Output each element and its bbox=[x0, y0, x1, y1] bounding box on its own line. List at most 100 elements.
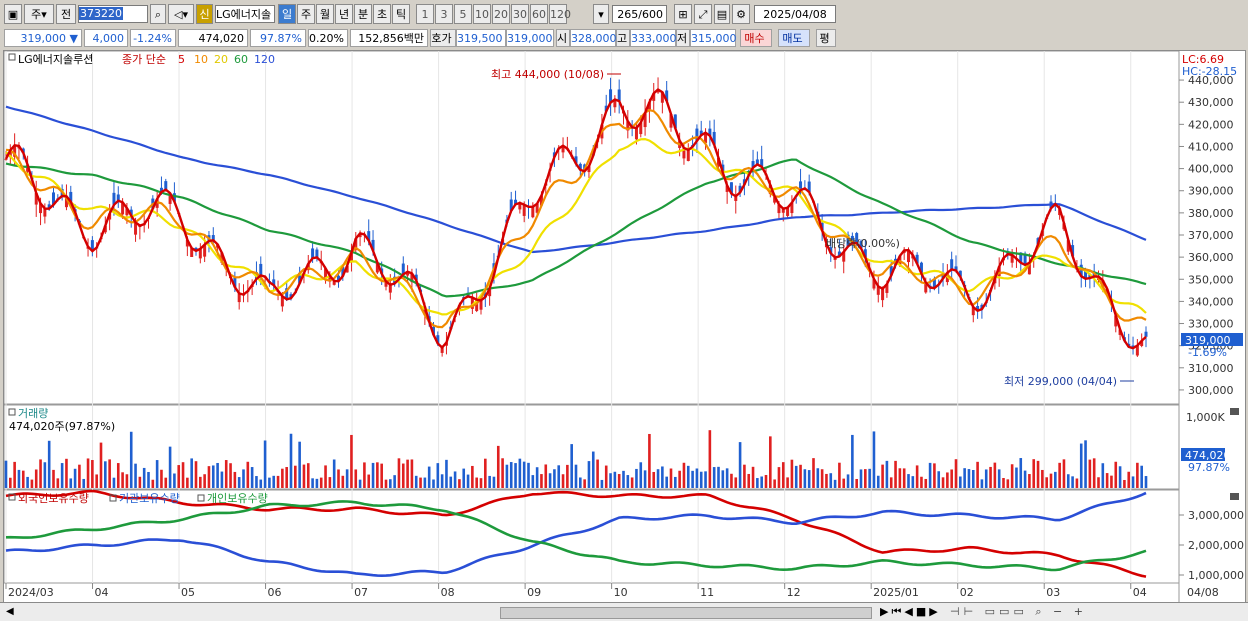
candle-body bbox=[855, 233, 859, 244]
candle-body bbox=[237, 293, 241, 303]
scroll-thumb[interactable] bbox=[500, 607, 872, 619]
volume-bar bbox=[380, 463, 383, 488]
volume-bar bbox=[959, 476, 962, 488]
ma-lines bbox=[4, 88, 1147, 350]
search-icon[interactable]: ⌕ bbox=[150, 4, 166, 24]
interval-tab-30[interactable]: 30 bbox=[511, 4, 529, 24]
x-tick-label: 07 bbox=[354, 586, 368, 599]
volume-bar bbox=[440, 474, 444, 488]
candle-body bbox=[665, 90, 669, 101]
period-tab-1[interactable]: 주 bbox=[297, 4, 315, 24]
speaker-icon[interactable]: ◁▾ bbox=[168, 4, 194, 24]
buy-button[interactable]: 매수 bbox=[740, 29, 772, 47]
volume-bar bbox=[669, 468, 673, 488]
gear-icon[interactable]: ⚙ bbox=[732, 4, 750, 24]
chart-menu-icon[interactable]: ▣ bbox=[4, 4, 22, 24]
prev-button[interactable]: 전 bbox=[56, 4, 76, 24]
candle-body bbox=[561, 145, 565, 153]
x-tick-label: 10 bbox=[614, 586, 628, 599]
candle-body bbox=[509, 199, 513, 211]
volume-bar bbox=[626, 475, 630, 488]
candle-body bbox=[522, 204, 526, 216]
stock-name-field[interactable]: LG에너지솔 bbox=[215, 5, 275, 23]
candle-body bbox=[686, 149, 690, 161]
interval-tab-5[interactable]: 5 bbox=[454, 4, 472, 24]
volume-bar bbox=[337, 469, 340, 488]
candle-body bbox=[786, 207, 790, 216]
volume-menu-icon[interactable] bbox=[8, 408, 16, 416]
volume-bar bbox=[993, 462, 997, 488]
candle-body bbox=[1019, 252, 1023, 263]
candle-body bbox=[881, 288, 885, 301]
volume-bar bbox=[65, 458, 68, 488]
volume-bar bbox=[699, 471, 703, 488]
x-tick-label: 06 bbox=[268, 586, 282, 599]
period-tab-2[interactable]: 월 bbox=[316, 4, 334, 24]
period-tab-5[interactable]: 초 bbox=[373, 4, 391, 24]
date-field[interactable]: 2025/04/08 bbox=[754, 5, 836, 23]
draw-icon[interactable]: ⤢ bbox=[694, 4, 712, 24]
sell-button[interactable]: 매도 bbox=[778, 29, 810, 47]
interval-tab-120[interactable]: 120 bbox=[549, 4, 571, 24]
volume-bar bbox=[104, 461, 107, 488]
candle-body bbox=[298, 272, 302, 284]
panel-menu-icon[interactable] bbox=[8, 53, 16, 61]
period-tab-3[interactable]: 년 bbox=[335, 4, 353, 24]
period-select[interactable]: 주▾ bbox=[24, 4, 54, 24]
period-tab-0[interactable]: 일 bbox=[278, 4, 296, 24]
scroll-bar[interactable]: ◀ ▶⏮◀■▶ ⊣⊢ ▭▭▭ ⌕ − + bbox=[0, 602, 1248, 621]
amount-field: 152,856백만 bbox=[350, 29, 428, 47]
candle-body bbox=[406, 271, 410, 276]
holder-y-tick-label: 2,000,000 bbox=[1188, 539, 1244, 552]
interval-dropdown-icon[interactable]: ▾ bbox=[593, 4, 609, 24]
stock-code-input[interactable]: 373220 bbox=[78, 5, 148, 23]
x-axis-labels: 2024/03 04 05 06 07 08 09 10 11 12 2025/01 02 03 04 bbox=[5, 583, 1147, 599]
volume-panel-close-icon[interactable] bbox=[1230, 408, 1239, 415]
candle-body bbox=[682, 148, 686, 159]
zoom-tools-icon[interactable]: ⊣⊢ ▭▭▭ ⌕ − + bbox=[950, 605, 1087, 618]
interval-tab-60[interactable]: 60 bbox=[530, 4, 548, 24]
vol-ratio-field: 97.87% bbox=[250, 29, 306, 47]
volume-bar bbox=[1041, 469, 1044, 488]
volume-bar bbox=[989, 466, 992, 488]
holder-line-1 bbox=[5, 491, 1147, 578]
holder-panel-close-icon[interactable] bbox=[1230, 493, 1239, 500]
volume-bar bbox=[285, 467, 288, 488]
stock-code-value: 373220 bbox=[79, 7, 123, 20]
chart-svg: 440,000 430,000 420,000 410,000 400,000 390,0… bbox=[3, 50, 1244, 602]
volume-bar bbox=[924, 478, 928, 488]
candle-body bbox=[164, 181, 168, 190]
candle-body bbox=[211, 235, 215, 241]
interval-tab-1[interactable]: 1 bbox=[416, 4, 434, 24]
volume-bar bbox=[894, 460, 897, 488]
tool-icon[interactable]: ⊞ bbox=[674, 4, 692, 24]
candle-body bbox=[613, 99, 617, 108]
ma10-label: 10 bbox=[194, 53, 208, 66]
volume-bar bbox=[164, 477, 168, 488]
scroll-left-icon[interactable]: ◀ bbox=[6, 606, 14, 617]
volume-current-label: 474,020 bbox=[1185, 449, 1231, 462]
interval-tab-10[interactable]: 10 bbox=[473, 4, 491, 24]
candle-body bbox=[259, 263, 263, 276]
volume-bar bbox=[155, 460, 159, 488]
interval-tab-3[interactable]: 3 bbox=[435, 4, 453, 24]
volume-bar bbox=[613, 471, 617, 488]
volume-bar bbox=[246, 461, 250, 488]
candle-body bbox=[4, 158, 8, 160]
interval-tab-20[interactable]: 20 bbox=[492, 4, 510, 24]
avg-button[interactable]: 평 bbox=[816, 29, 836, 47]
save-icon[interactable]: ▤ bbox=[714, 4, 730, 24]
candle-body bbox=[924, 282, 928, 293]
volume-bar bbox=[907, 474, 910, 488]
volume-bar bbox=[207, 466, 211, 488]
playback-controls-icon[interactable]: ▶⏮◀■▶ bbox=[880, 605, 941, 618]
candle-body bbox=[90, 240, 94, 252]
period-tab-6[interactable]: 틱 bbox=[392, 4, 410, 24]
bar-count-field[interactable]: 265/600 bbox=[612, 5, 667, 23]
candle-body bbox=[220, 252, 224, 263]
candle-body bbox=[639, 122, 643, 135]
volume-bar bbox=[764, 474, 768, 488]
period-tab-4[interactable]: 분 bbox=[354, 4, 372, 24]
candle-body bbox=[64, 196, 68, 208]
holder-menu-icon[interactable] bbox=[8, 493, 16, 501]
